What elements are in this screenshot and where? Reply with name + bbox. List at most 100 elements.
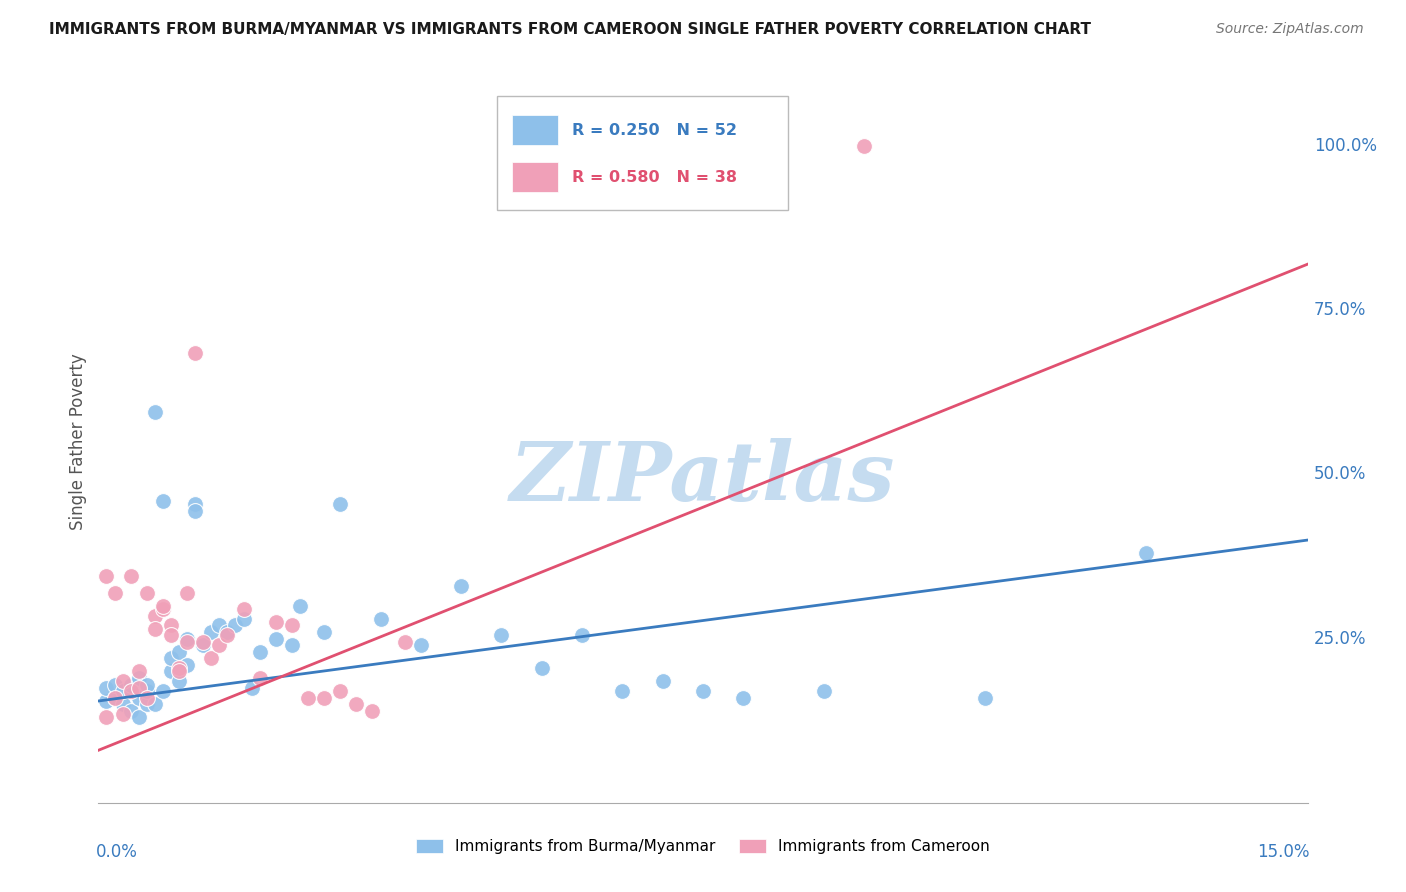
Point: [111, 674, 134, 689]
Point: [264, 632, 287, 646]
Point: [224, 618, 246, 632]
Point: [344, 698, 367, 712]
Point: [232, 612, 254, 626]
Point: [96, 694, 118, 708]
Point: [240, 681, 263, 695]
Point: [409, 638, 432, 652]
Point: [193, 638, 215, 652]
Point: [143, 608, 166, 623]
Point: [264, 615, 287, 630]
Point: [160, 618, 183, 632]
Point: [152, 684, 174, 698]
Point: [152, 602, 174, 616]
Point: [184, 503, 207, 517]
Point: [167, 674, 190, 689]
Point: [612, 684, 634, 698]
Point: [208, 618, 231, 632]
Point: [370, 612, 392, 626]
Point: [128, 671, 150, 685]
Point: [974, 690, 997, 705]
FancyBboxPatch shape: [512, 162, 558, 193]
Point: [135, 585, 157, 599]
Point: [733, 690, 755, 705]
Point: [143, 622, 166, 636]
Point: [96, 710, 118, 724]
Point: [135, 684, 157, 698]
Point: [193, 635, 215, 649]
Point: [96, 681, 118, 695]
Point: [111, 684, 134, 698]
Point: [120, 684, 142, 698]
Text: ZIPatlas: ZIPatlas: [510, 438, 896, 517]
Point: [135, 690, 157, 705]
Point: [329, 684, 352, 698]
Point: [571, 628, 593, 642]
Point: [111, 707, 134, 722]
Legend: Immigrants from Burma/Myanmar, Immigrants from Cameroon: Immigrants from Burma/Myanmar, Immigrant…: [409, 832, 997, 860]
Point: [103, 585, 125, 599]
Point: [249, 645, 271, 659]
Y-axis label: Single Father Poverty: Single Father Poverty: [69, 353, 87, 530]
Point: [314, 690, 336, 705]
Text: R = 0.250   N = 52: R = 0.250 N = 52: [572, 122, 737, 137]
Point: [128, 710, 150, 724]
Point: [167, 665, 190, 679]
Point: [281, 618, 304, 632]
Text: 75.0%: 75.0%: [1313, 301, 1367, 319]
Point: [120, 569, 142, 583]
Point: [281, 638, 304, 652]
Point: [217, 628, 239, 642]
Text: 0.0%: 0.0%: [96, 843, 138, 861]
Point: [314, 625, 336, 640]
Point: [394, 635, 416, 649]
Point: [160, 628, 183, 642]
Point: [103, 690, 125, 705]
Point: [103, 677, 125, 691]
Point: [160, 651, 183, 665]
Point: [288, 599, 311, 613]
FancyBboxPatch shape: [498, 96, 787, 211]
Text: 15.0%: 15.0%: [1257, 843, 1310, 861]
Point: [491, 628, 513, 642]
Point: [176, 657, 198, 672]
Point: [692, 684, 714, 698]
Text: IMMIGRANTS FROM BURMA/MYANMAR VS IMMIGRANTS FROM CAMEROON SINGLE FATHER POVERTY : IMMIGRANTS FROM BURMA/MYANMAR VS IMMIGRA…: [49, 22, 1091, 37]
Point: [135, 677, 157, 691]
Text: 50.0%: 50.0%: [1313, 466, 1367, 483]
Point: [111, 698, 134, 712]
Point: [143, 698, 166, 712]
Point: [813, 684, 835, 698]
Point: [128, 665, 150, 679]
Point: [361, 704, 384, 718]
Text: Source: ZipAtlas.com: Source: ZipAtlas.com: [1216, 22, 1364, 37]
Text: 100.0%: 100.0%: [1313, 137, 1376, 155]
Text: R = 0.580   N = 38: R = 0.580 N = 38: [572, 169, 737, 185]
Point: [450, 579, 472, 593]
Point: [184, 497, 207, 511]
FancyBboxPatch shape: [512, 115, 558, 145]
Point: [297, 690, 319, 705]
Point: [152, 493, 174, 508]
Point: [120, 677, 142, 691]
Point: [249, 671, 271, 685]
Point: [853, 139, 876, 153]
Point: [329, 497, 352, 511]
Point: [200, 625, 222, 640]
Point: [128, 690, 150, 705]
Point: [152, 599, 174, 613]
Point: [120, 704, 142, 718]
Point: [167, 661, 190, 675]
Point: [103, 690, 125, 705]
Point: [160, 665, 183, 679]
Point: [1135, 546, 1157, 560]
Point: [135, 698, 157, 712]
Point: [232, 602, 254, 616]
Point: [530, 661, 553, 675]
Point: [143, 405, 166, 419]
Point: [208, 638, 231, 652]
Point: [176, 632, 198, 646]
Point: [96, 569, 118, 583]
Point: [128, 681, 150, 695]
Point: [184, 346, 207, 360]
Text: 25.0%: 25.0%: [1313, 630, 1367, 648]
